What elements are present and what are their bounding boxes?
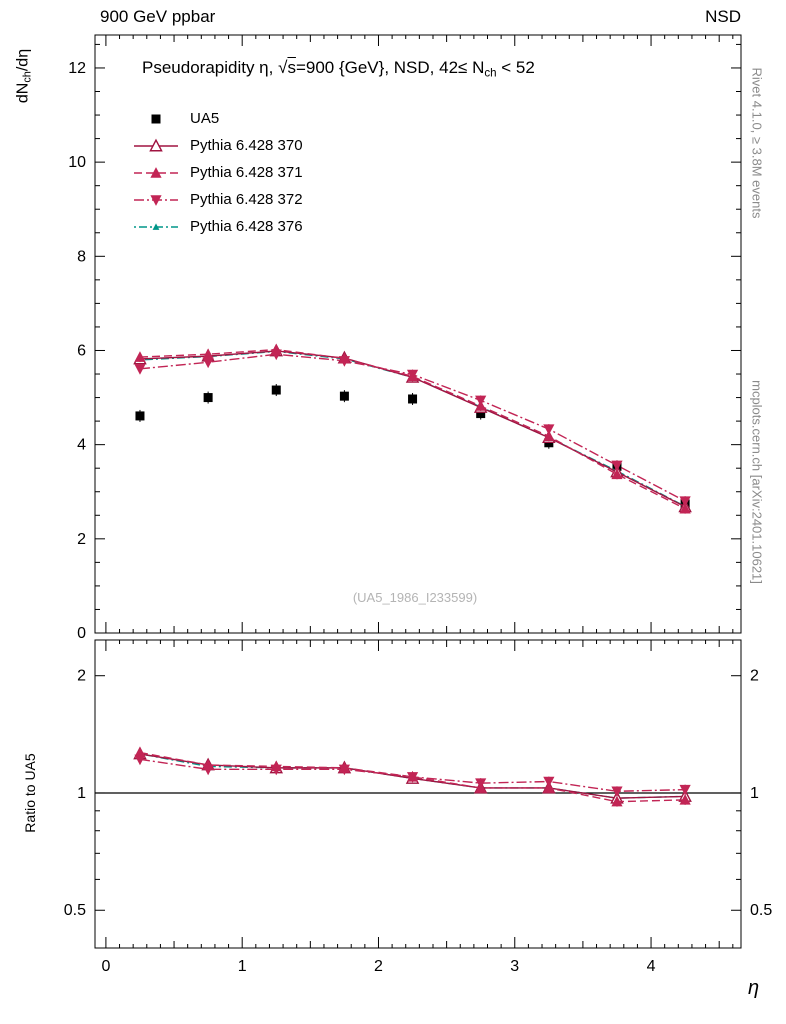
y-axis-label-main: dNch/dη [14, 49, 33, 103]
main-frame [94, 34, 742, 634]
beam-energy-label: 900 GeV ppbar [100, 7, 216, 26]
tick-label: 0 [77, 625, 86, 642]
legend-item: Pythia 6.428 372 [133, 186, 303, 213]
tick-label: 3 [510, 958, 519, 975]
data-marker [679, 502, 691, 514]
data-marker [202, 764, 214, 776]
data-marker [679, 794, 691, 805]
tick-label: 0.5 [64, 902, 86, 919]
ratio-frame [94, 639, 742, 949]
data-marker [203, 393, 213, 403]
legend-item: UA5 [133, 105, 303, 132]
rivet-version-label: Rivet 4.1.0, ≥ 3.8M events [749, 67, 765, 219]
title-fragment: √ [278, 58, 288, 77]
data-marker [134, 351, 146, 362]
title-fragment: dN [14, 82, 32, 104]
data-marker [475, 778, 487, 790]
square-marker-icon [151, 114, 161, 123]
legend: UA5 Pythia 6.428 370 Pythia 6.428 371 Pythi… [133, 105, 303, 240]
title-fragment: < 52 [496, 58, 535, 77]
data-marker [476, 409, 486, 419]
data-marker [406, 369, 419, 381]
data-marker [611, 460, 623, 472]
tick-label: 2 [750, 668, 759, 685]
data-marker [679, 784, 691, 796]
tick-label: 6 [77, 342, 86, 359]
data-marker [338, 764, 351, 776]
line-marker-icon [134, 222, 178, 230]
legend-label: Pythia 6.428 372 [190, 191, 303, 208]
legend-label: UA5 [190, 110, 220, 127]
data-marker [134, 364, 146, 375]
data-marker [338, 356, 351, 367]
series-pythia-6-428-371 [134, 343, 691, 514]
y-axis-label-ratio: Ratio to UA5 [22, 753, 38, 833]
tick-label: 4 [647, 958, 656, 975]
tick-label: 0.5 [750, 902, 772, 919]
tick-label: 0 [101, 958, 110, 975]
legend-item: Pythia 6.428 371 [133, 159, 303, 186]
data-marker [543, 430, 555, 441]
data-marker [271, 385, 281, 395]
title-fragment: Pseudorapidity η, [142, 58, 279, 77]
tick-label: 2 [77, 668, 86, 685]
data-marker [679, 496, 691, 508]
legend-item: Pythia 6.428 376 [133, 213, 303, 240]
tick-label: 1 [750, 785, 759, 802]
data-marker [543, 776, 555, 788]
line-marker-icon [134, 194, 178, 206]
series-ua5 [135, 384, 690, 510]
tick-label: 1 [77, 785, 86, 802]
data-marker [202, 357, 214, 369]
tick-label: 2 [77, 531, 86, 548]
data-marker [611, 786, 623, 798]
tick-label: 4 [77, 437, 86, 454]
title-fragment: ch [484, 67, 497, 80]
series-pythia-6-428-372 [134, 349, 691, 508]
x-axis-label: η [748, 977, 760, 999]
data-marker [151, 114, 161, 123]
axes [95, 35, 741, 948]
line-marker-icon [134, 166, 178, 178]
data-marker [152, 222, 160, 230]
legend-label: Pythia 6.428 370 [190, 137, 303, 154]
analysis-id-watermark: (UA5_1986_I233599) [352, 590, 478, 605]
data-marker [475, 395, 487, 407]
title-fragment: s [287, 58, 296, 77]
title-fragment: /dη [14, 48, 32, 72]
title-fragment: ch [21, 71, 34, 83]
data-marker [611, 795, 623, 807]
plot-title: Pseudorapidity η, √s=900 {GeV}, NSD, 42≤… [142, 58, 535, 79]
legend-label: Pythia 6.428 376 [190, 218, 303, 235]
event-class-label: NSD [705, 7, 741, 26]
mcplots-arxiv-label: mcplots.cern.ch [arXiv:2401.10621] [749, 380, 765, 584]
title-fragment: =900 {GeV}, NSD, 42≤ N [295, 58, 485, 77]
data-marker [150, 194, 162, 206]
tick-label: 10 [68, 154, 86, 171]
data-marker [406, 772, 419, 783]
data-marker [134, 754, 146, 766]
data-marker [202, 348, 214, 360]
data-marker [150, 166, 162, 178]
data-marker [270, 764, 282, 776]
data-marker [270, 349, 282, 361]
data-marker [149, 138, 163, 151]
tick-label: 2 [374, 958, 383, 975]
line-marker-icon [134, 138, 178, 151]
data-marker [135, 411, 145, 421]
legend-label: Pythia 6.428 371 [190, 164, 303, 181]
series-pythia-6-428-372 [134, 754, 691, 798]
tick-label: 8 [77, 248, 86, 265]
data-marker [408, 394, 418, 404]
tick-label: 1 [238, 958, 247, 975]
data-marker [543, 782, 555, 793]
data-marker [611, 468, 623, 480]
legend-item: Pythia 6.428 370 [133, 132, 303, 159]
data-marker [543, 424, 555, 435]
data-marker [339, 391, 349, 401]
tick-label: 12 [68, 60, 86, 77]
